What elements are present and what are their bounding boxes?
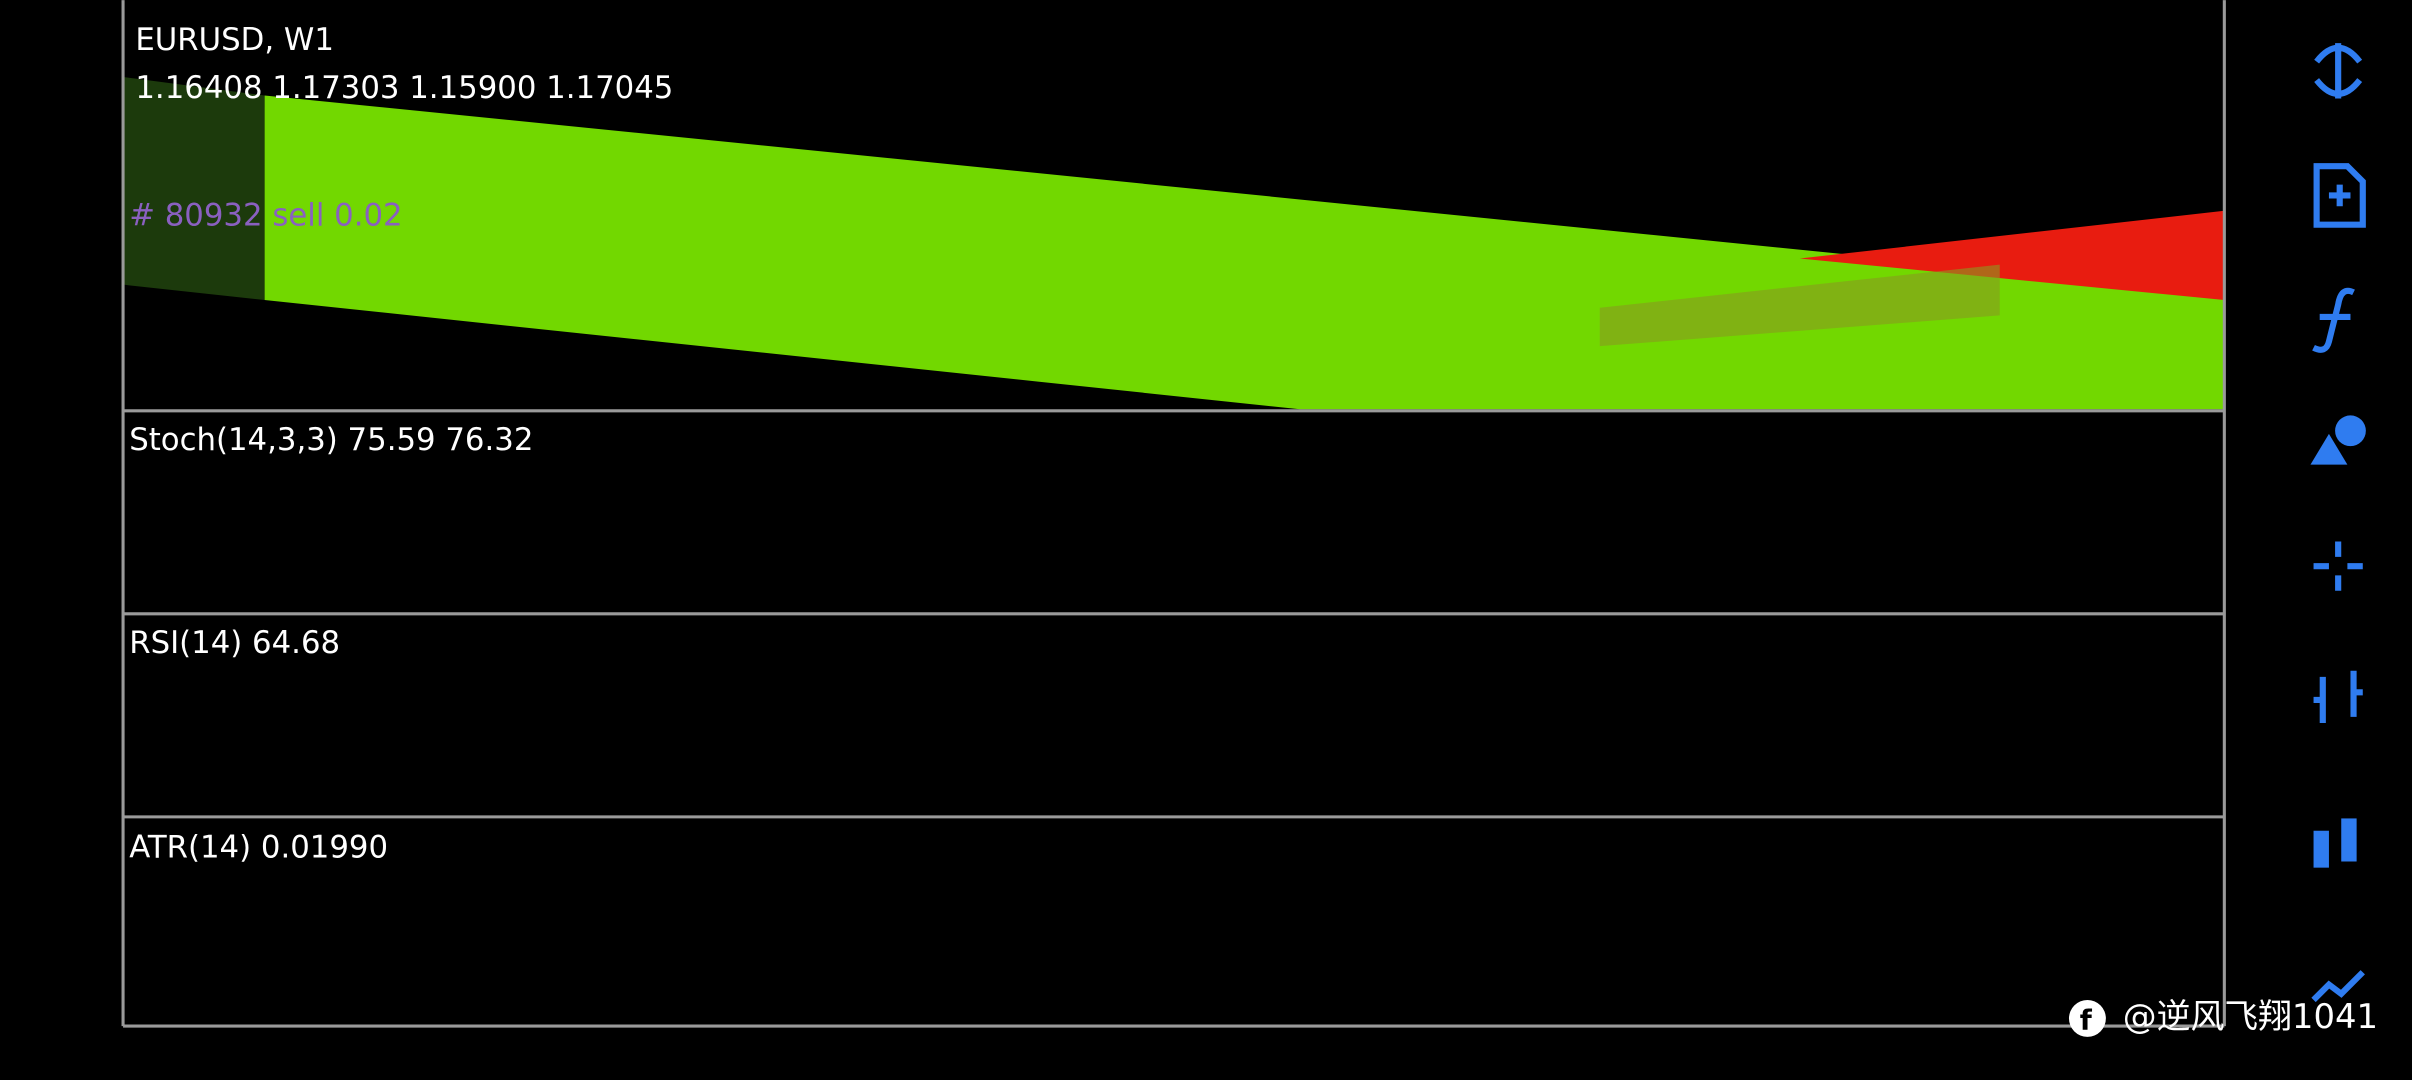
crosshair-button[interactable]: [2313, 541, 2363, 591]
ohlc: 1.16408 1.17303 1.15900 1.17045: [135, 70, 673, 106]
panel-borders: [121, 0, 2226, 1028]
atr-label: ATR(14) 0.01990: [129, 830, 388, 866]
rsi-label: RSI(14) 64.68: [129, 625, 340, 661]
line-chart-button[interactable]: [2311, 970, 2365, 1003]
indicators-button[interactable]: [2312, 287, 2355, 353]
facebook-icon: [2068, 999, 2106, 1037]
chart-area[interactable]: [123, 76, 2225, 410]
new-order-button[interactable]: [2313, 163, 2366, 228]
chart-type-button[interactable]: [2313, 818, 2357, 868]
trade-button[interactable]: [2314, 43, 2363, 99]
objects-button[interactable]: [2310, 415, 2366, 465]
timeframe-button[interactable]: [2313, 670, 2363, 724]
watermark-text: @逆风飞翔1041: [2123, 997, 2378, 1036]
order-label: # 80932 sell 0.02: [129, 197, 402, 233]
channel-left-shade: [123, 76, 265, 301]
symbol-title: EURUSD, W1: [135, 22, 334, 58]
toolbar: [2310, 43, 2366, 1003]
olive-channel: [1599, 264, 2000, 347]
watermark: f @逆风飞翔1041: [2068, 997, 2378, 1037]
red-channel: [1799, 210, 2225, 301]
facebook-f: f: [2080, 1003, 2093, 1036]
stoch-label: Stoch(14,3,3) 75.59 76.32: [129, 422, 533, 458]
